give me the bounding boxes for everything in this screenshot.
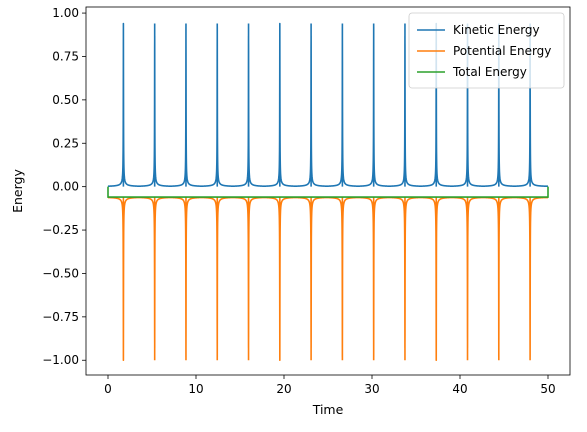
y-tick-label: −0.50 [42, 266, 79, 280]
total-energy-line [107, 186, 549, 198]
x-tick-label: 10 [188, 382, 203, 396]
x-tick-label: 20 [276, 382, 291, 396]
plot-lines [107, 22, 549, 362]
x-axis-ticks: 0 10 20 30 40 50 [104, 375, 556, 396]
legend-label: Kinetic Energy [453, 23, 540, 37]
potential-energy-line [107, 196, 549, 362]
y-tick-label: −0.25 [42, 223, 79, 237]
y-tick-label: −1.00 [42, 353, 79, 367]
plot-border [85, 6, 571, 376]
y-axis-ticks: 1.00 0.75 0.50 0.25 0.00 −0.25 −0.50 −0.75 −1.00 [42, 6, 86, 367]
legend: Kinetic Energy Potential Energy Total Ener… [408, 12, 565, 89]
y-tick-label: 0.25 [52, 136, 79, 150]
kinetic-energy-line [107, 22, 549, 187]
x-axis-label: Time [312, 402, 344, 417]
y-tick-label: 0.00 [52, 180, 79, 194]
legend-label: Potential Energy [453, 44, 551, 58]
legend-label: Total Energy [452, 65, 527, 79]
x-tick-label: 50 [540, 382, 555, 396]
legend-box [408, 12, 565, 89]
y-axis-label: Energy [10, 169, 25, 213]
x-tick-label: 0 [104, 382, 112, 396]
y-tick-label: −0.75 [42, 310, 79, 324]
y-tick-label: 0.75 [52, 49, 79, 63]
x-tick-label: 30 [364, 382, 379, 396]
axes-frame [85, 6, 571, 376]
y-tick-label: 0.50 [52, 93, 79, 107]
y-tick-label: 1.00 [52, 6, 79, 20]
x-tick-label: 40 [452, 382, 467, 396]
